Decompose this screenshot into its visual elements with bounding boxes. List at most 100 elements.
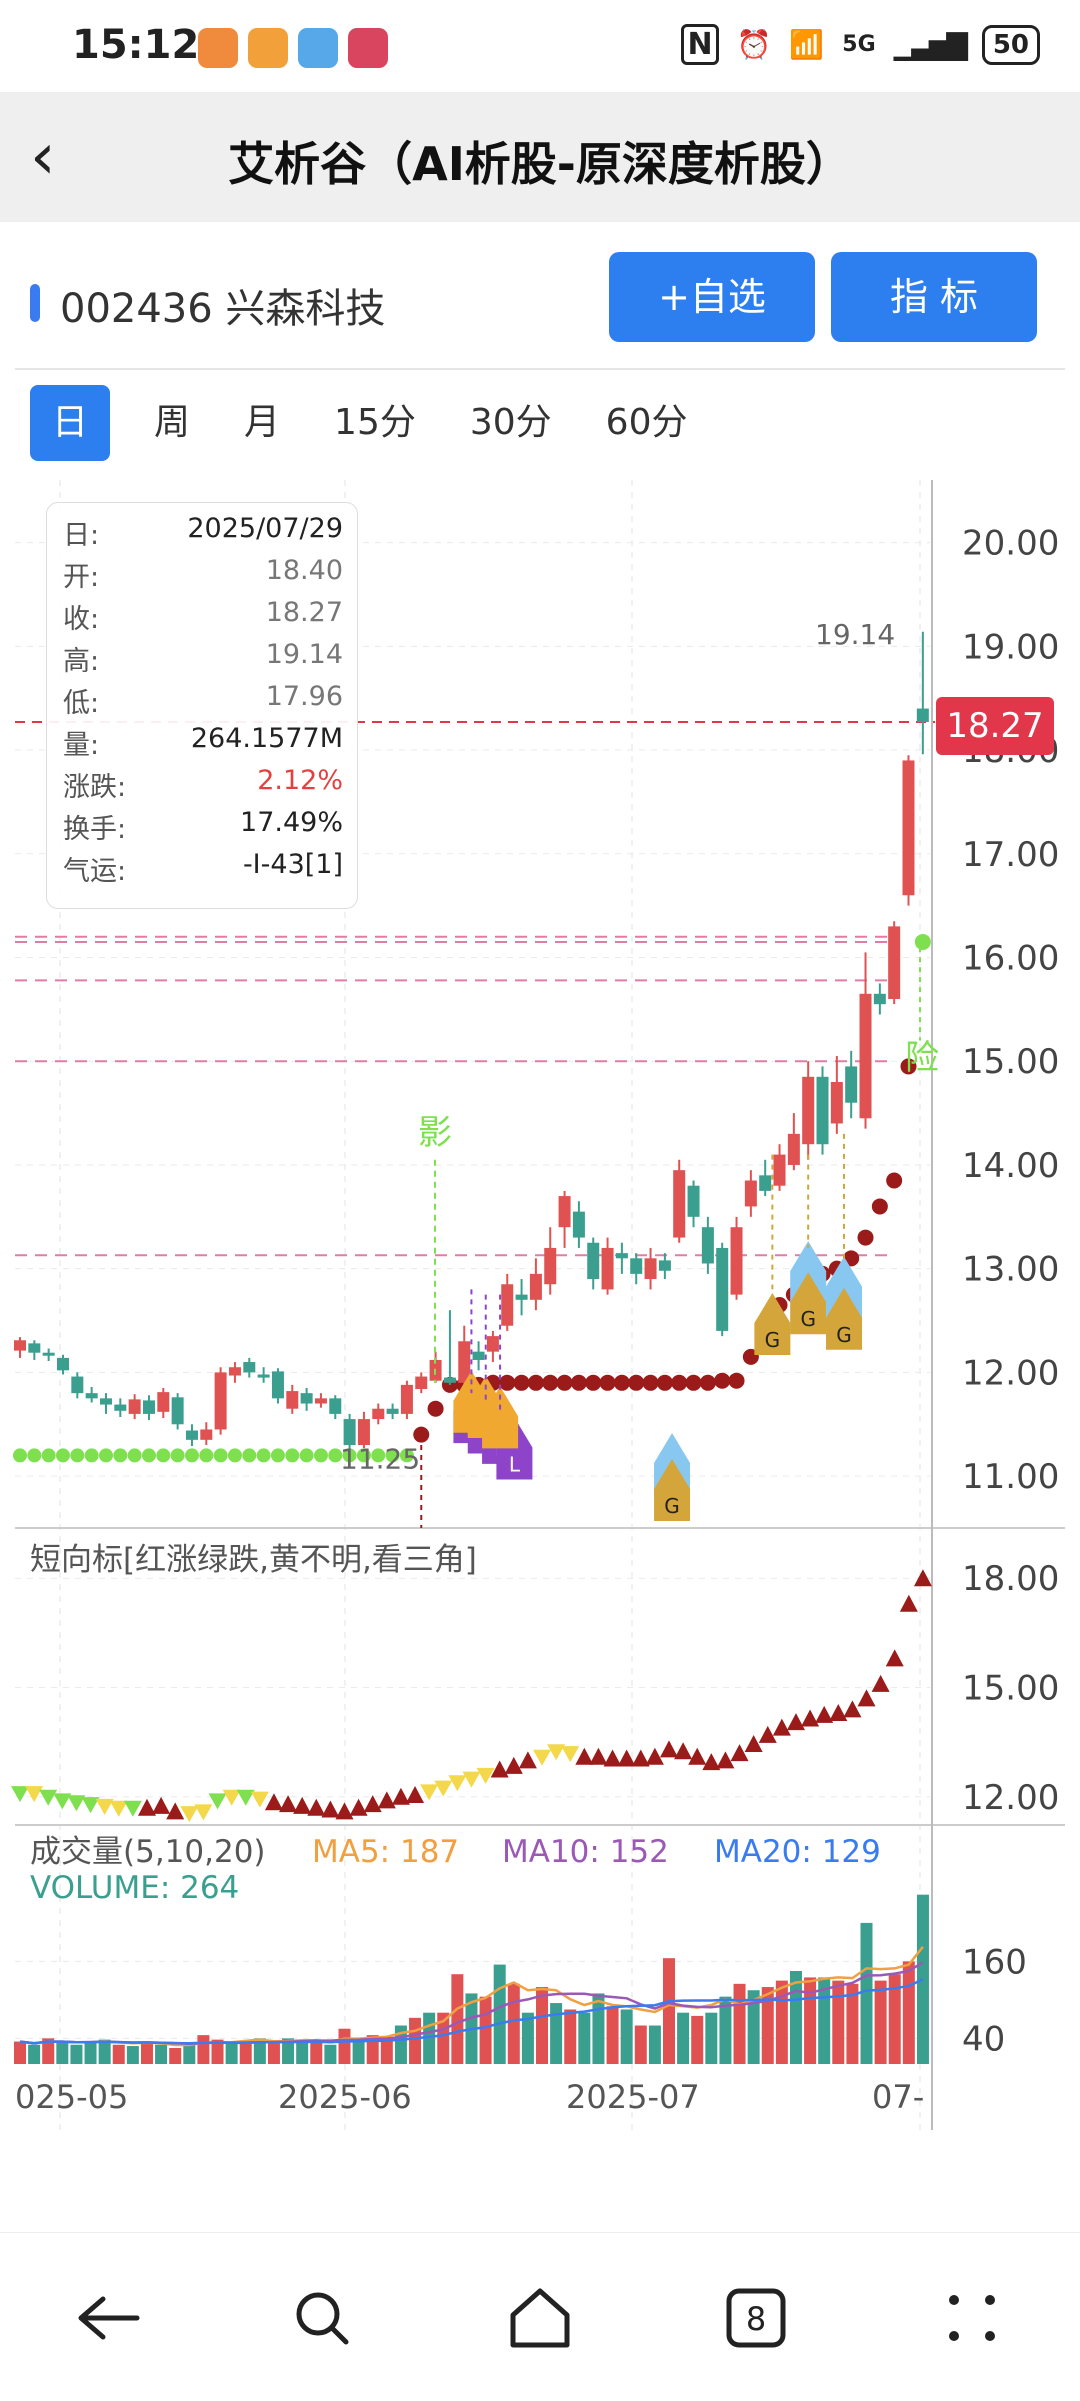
y-tick-label: 16.00: [962, 939, 1059, 979]
add-watchlist-button[interactable]: +自选: [609, 252, 815, 342]
wifi-icon: 📶: [789, 28, 825, 61]
volume-bar: [719, 1996, 732, 2064]
volume-bar: [564, 2009, 577, 2064]
trend-dot: [599, 1374, 616, 1391]
short-triangle: [702, 1753, 721, 1771]
tab-30min[interactable]: 30分: [469, 402, 552, 443]
candle-body: [558, 1196, 571, 1228]
tab-count: 8: [746, 2300, 766, 2338]
volume-bar: [691, 2015, 704, 2064]
trend-dot: [556, 1374, 573, 1391]
short-triangle: [448, 1775, 467, 1792]
volume-bar: [409, 2017, 422, 2064]
support-dot: [242, 1448, 257, 1463]
short-triangle: [406, 1785, 425, 1803]
short-triangle: [744, 1734, 763, 1752]
candle-body: [114, 1404, 127, 1411]
trend-dot: [886, 1172, 903, 1189]
short-triangle: [222, 1789, 241, 1806]
volume-bar: [846, 1983, 859, 2064]
chart-grid: [15, 480, 1065, 2130]
x-tick-label: 2025-07: [566, 2078, 700, 2116]
support-dot: [328, 1448, 343, 1463]
tooltip-key: 日:: [63, 520, 100, 551]
tooltip-key: 气运:: [63, 856, 127, 887]
volume-bar: [634, 2025, 647, 2064]
nav-search-button[interactable]: [272, 2273, 372, 2363]
candle-body: [630, 1258, 643, 1274]
volume-bar: [705, 2012, 718, 2064]
candle-body: [329, 1398, 342, 1414]
signal-marker: [754, 1292, 791, 1355]
candle-body: [14, 1340, 26, 1351]
volume-bar: [197, 2035, 210, 2064]
volume-bar: [267, 2043, 280, 2064]
tooltip-value: 17.96: [265, 681, 343, 712]
y-tick-label: 13.00: [962, 1250, 1059, 1290]
short-triangle: [208, 1793, 227, 1810]
volume-bar: [324, 2044, 337, 2064]
indicator-button[interactable]: 指 标: [831, 252, 1037, 342]
nav-back-button[interactable]: [58, 2273, 158, 2363]
signal-dot: [914, 933, 931, 950]
divider: [15, 368, 1065, 370]
trend-dot: [427, 1400, 444, 1417]
volume-bar: [648, 2025, 661, 2064]
tab-day[interactable]: 日: [30, 385, 111, 461]
short-triangle: [137, 1798, 156, 1816]
volume-bar: [677, 2012, 690, 2064]
support-dot: [70, 1448, 85, 1463]
stock-chart[interactable]: 20.00 19.00 18.00 17.00 16.00 15.00 14.00 13.00…: [0, 470, 1080, 2130]
support-dot: [113, 1448, 128, 1463]
chevron-left-icon: ‹: [30, 120, 56, 194]
volume-bar: [578, 2012, 591, 2064]
back-arrow-icon: [78, 2296, 140, 2340]
volume-bar: [380, 2037, 393, 2064]
weather-app-icon: [298, 28, 338, 68]
short-triangle: [95, 1798, 114, 1815]
volume-bar: [437, 2012, 450, 2064]
short-triangle: [39, 1789, 58, 1806]
xian-label: 险: [905, 1038, 939, 1078]
nav-menu-button[interactable]: [922, 2273, 1022, 2363]
support-dot: [227, 1448, 242, 1463]
volume-title: 成交量(5,10,20): [30, 1834, 266, 1870]
current-price-tag: 18.27: [936, 697, 1054, 755]
nav-home-button[interactable]: [490, 2273, 590, 2363]
volume-bar: [211, 2039, 224, 2064]
short-triangle: [603, 1749, 622, 1767]
y-tick-label: 15.00: [962, 1669, 1059, 1709]
trend-dot: [900, 1058, 917, 1075]
candle-body: [243, 1362, 256, 1373]
nav-tabs-button[interactable]: 8: [706, 2273, 806, 2363]
volume-bar: [479, 1996, 492, 2064]
back-button[interactable]: ‹: [30, 112, 120, 202]
ma-line: [19, 1978, 924, 2045]
ma-line: [19, 1946, 924, 2047]
high-label: 19.14: [815, 618, 895, 651]
tab-60min[interactable]: 60分: [605, 402, 688, 443]
short-triangle: [321, 1800, 340, 1818]
tooltip-key: 涨跌:: [63, 772, 127, 803]
short-triangle: [801, 1709, 820, 1727]
tab-15min[interactable]: 15分: [334, 402, 416, 443]
short-triangle: [335, 1802, 354, 1820]
candle-body: [185, 1430, 198, 1440]
candle-body: [214, 1372, 227, 1430]
tooltip-row: 开: 18.40: [63, 555, 343, 595]
trend-dot: [613, 1374, 630, 1391]
short-triangle: [462, 1771, 481, 1788]
nfc-icon: N: [681, 24, 719, 65]
trend-dot: [671, 1374, 688, 1391]
candle-body: [71, 1376, 84, 1394]
short-triangle: [871, 1674, 890, 1692]
volume-bar: [620, 2009, 633, 2064]
page-title: 艾析谷（AI析股-原深度析股）: [228, 137, 852, 191]
tab-month[interactable]: 月: [244, 402, 281, 443]
y-tick-label: 14.00: [962, 1146, 1059, 1186]
tooltip-key: 收:: [63, 604, 100, 635]
candle-body: [400, 1384, 413, 1414]
tab-week[interactable]: 周: [154, 402, 191, 443]
candle-body: [56, 1357, 69, 1371]
volume-bar: [874, 1980, 887, 2064]
